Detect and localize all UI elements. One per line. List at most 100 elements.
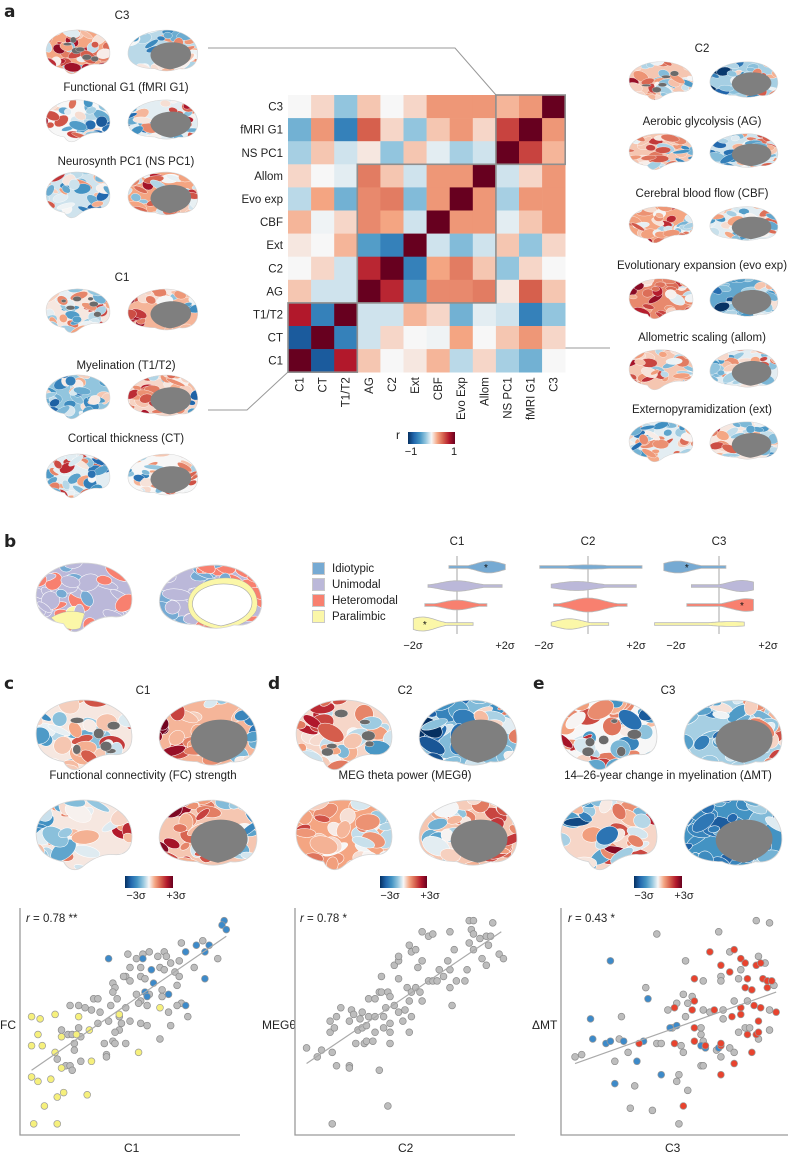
heatmap-cell <box>357 164 381 188</box>
scatter-point <box>222 925 231 934</box>
scatter-point <box>446 966 454 974</box>
scatter-point <box>136 963 145 972</box>
scatter-point <box>74 1012 83 1021</box>
brain-parcel-missing <box>99 741 113 752</box>
heatmap-cell <box>449 164 474 188</box>
brain-parcel <box>65 375 76 386</box>
brain-parcel <box>660 371 669 378</box>
scatter-point <box>38 1041 47 1050</box>
scatter-point <box>699 1006 707 1014</box>
heatmap-cell <box>357 233 381 257</box>
heatmap-cell <box>495 326 520 350</box>
d-c2-medial-brain <box>415 697 520 770</box>
heatmap-cell <box>311 95 335 119</box>
brain-parcel <box>648 61 665 66</box>
scatter-point <box>717 1053 725 1061</box>
scatter-point <box>488 919 497 927</box>
scatter-point <box>147 966 156 974</box>
scatter-point <box>317 1046 326 1054</box>
brain-parcel <box>725 210 738 217</box>
scatter-point <box>158 986 166 994</box>
scatter-point <box>681 957 690 965</box>
scatter-point <box>741 959 749 967</box>
scatter-point <box>405 997 414 1005</box>
colorbar-r <box>408 432 455 444</box>
violin-c1 <box>424 599 488 611</box>
scatter-d-ylabel: MEGθ <box>262 1018 297 1032</box>
brain-parcel <box>296 828 317 838</box>
heatmap-cell <box>472 279 497 304</box>
heatmap-col-label: CBF <box>433 377 445 400</box>
medial-wall <box>150 466 192 494</box>
heatmap-cell <box>449 302 474 327</box>
scatter-point <box>714 928 723 936</box>
class-lateral-brain <box>30 560 135 633</box>
heatmap-cell <box>519 118 543 142</box>
colorbar-e-min: −3σ <box>634 890 654 902</box>
heatmap-cell <box>495 187 520 211</box>
heatmap-cell <box>288 302 312 327</box>
scatter-point <box>117 1019 126 1028</box>
scatter-point <box>648 1106 657 1115</box>
scatter-point <box>710 1006 719 1014</box>
scatter-point <box>164 990 173 999</box>
heatmap-cell <box>311 279 335 304</box>
scatter-point <box>741 983 749 992</box>
scatter-point <box>126 977 134 985</box>
brain-parcel <box>633 813 651 829</box>
scatter-point <box>701 1041 710 1050</box>
scatter-d-xlabel: C2 <box>398 1141 414 1155</box>
ct-medial-brain <box>125 452 200 498</box>
heatmap-cell <box>495 164 520 188</box>
scatter-point <box>717 1039 725 1048</box>
scatter-point <box>737 1010 745 1019</box>
brain-parcel-missing <box>70 717 85 724</box>
brain-parcel <box>599 800 613 814</box>
scatter-point <box>478 954 486 963</box>
d-meg-lateral-brain <box>290 797 395 871</box>
brain-parcel <box>37 601 52 613</box>
brain-parcel <box>732 700 748 705</box>
medial-wall <box>150 301 192 329</box>
scatter-point <box>29 1120 38 1128</box>
heatmap-cell <box>495 233 520 257</box>
brain-parcel <box>36 726 50 745</box>
brain-parcel <box>730 135 740 142</box>
scatter-point <box>633 1057 641 1066</box>
brain-parcel <box>80 590 94 607</box>
heatmap-cell <box>288 187 312 211</box>
medial-wall <box>715 719 773 763</box>
violin-c1-tick-max: +2σ <box>495 640 515 652</box>
brain-parcel-missing <box>658 82 667 87</box>
scatter-point <box>349 1010 358 1019</box>
scatter-axes <box>560 908 788 1136</box>
heatmap-cell <box>519 349 543 373</box>
heatmap-cell <box>380 326 404 350</box>
scatter-point <box>384 1102 392 1110</box>
heatmap-cell <box>426 164 450 188</box>
heatmap-row-label: fMRI G1 <box>240 125 283 137</box>
scatter-point <box>87 1006 96 1014</box>
heatmap-cell <box>311 118 335 142</box>
brain-parcel-missing <box>321 747 334 757</box>
scatter-point <box>754 952 763 961</box>
heatmap-cell <box>403 256 427 281</box>
brain-parcel <box>87 470 97 479</box>
brain-parcel <box>68 454 84 467</box>
scatter-point <box>743 974 752 983</box>
heatmap-cell <box>519 210 543 234</box>
brain-title-evo-exp: Evolutionary expansion (evo exp) <box>616 260 788 272</box>
heatmap-cell <box>288 349 312 373</box>
heatmap-cell <box>519 256 543 281</box>
scatter-point <box>444 957 452 965</box>
scatter-point <box>175 957 183 965</box>
c-fc-lateral-brain <box>30 797 135 871</box>
heatmap-cell <box>311 187 335 211</box>
violin-c1 <box>448 560 506 574</box>
scatter-point <box>730 945 738 954</box>
heatmap-cell <box>334 187 358 211</box>
colorbar-r-label: r <box>396 428 400 442</box>
legend-swatch <box>312 594 325 607</box>
violin-c3 <box>691 580 754 592</box>
brain-parcel <box>658 351 668 358</box>
